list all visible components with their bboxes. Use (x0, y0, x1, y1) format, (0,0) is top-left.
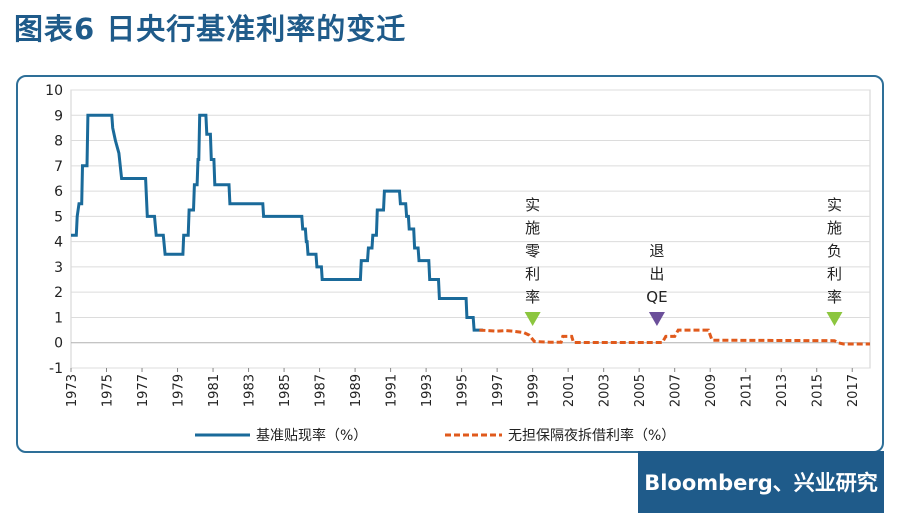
annotation-char: 零 (525, 242, 540, 260)
y-tick-label: 9 (54, 108, 63, 124)
y-tick-label: 5 (54, 209, 63, 225)
annotation-char: 负 (827, 242, 842, 260)
annotation-char: 出 (649, 265, 664, 283)
x-tick-label: 2017 (846, 374, 861, 407)
x-tick-label: 1977 (136, 374, 151, 407)
x-tick-label: 1973 (65, 374, 80, 407)
x-tick-label: 1993 (420, 374, 435, 407)
series-line-discount-rate (71, 113, 483, 332)
annotation-char: 施 (827, 219, 842, 237)
y-tick-label: 6 (54, 184, 63, 200)
annotation-marker (524, 311, 541, 326)
annotation-char: QE (646, 288, 667, 306)
annotation-char: 利 (525, 265, 540, 283)
x-tick-label: 2005 (633, 374, 648, 407)
y-tick-label: 3 (54, 260, 63, 276)
y-tick-label: 0 (54, 336, 63, 352)
legend-call-rate-label: 无担保隔夜拆借利率（%） (508, 427, 675, 444)
series-line-call-rate (479, 328, 870, 346)
x-tick-label: 2013 (775, 374, 790, 407)
x-tick-label: 1985 (278, 374, 293, 407)
annotation-char: 退 (649, 242, 664, 260)
x-tick-label: 1981 (207, 374, 222, 407)
x-tick-label: 1997 (491, 374, 506, 407)
x-tick-label: 1983 (243, 374, 258, 407)
x-tick-label: 1991 (385, 374, 400, 407)
chart-title: 图表6 日央行基准利率的变迁 (14, 12, 407, 46)
annotation-marker (826, 311, 843, 326)
y-tick-label: 4 (54, 235, 63, 251)
x-tick-label: 1987 (314, 374, 329, 407)
x-tick-label: 2015 (811, 374, 826, 407)
y-tick-label: 10 (45, 83, 63, 99)
x-tick-label: 1989 (349, 374, 364, 407)
x-tick-label: 1999 (527, 374, 542, 407)
chart-frame: 10 9 8 7 6 5 4 3 2 1 0 -1 1973 1975 1977 1979 1981 1983 19… (16, 75, 884, 453)
plot-area (70, 89, 871, 369)
y-tick-label: 1 (54, 310, 63, 326)
x-tick-label: 1995 (456, 374, 471, 407)
x-tick-label: 2007 (669, 374, 684, 407)
annotation-char: 利 (827, 265, 842, 283)
annotation-char: 率 (827, 288, 842, 306)
annotation-char: 施 (525, 219, 540, 237)
x-tick-label: 1975 (101, 374, 116, 407)
source-badge: Bloomberg、兴业研究 (638, 451, 884, 513)
annotation-char: 率 (525, 288, 540, 306)
annotation-marker (648, 311, 665, 326)
x-tick-label: 1979 (172, 374, 187, 407)
legend-discount-rate-label: 基准贴现率（%） (256, 427, 367, 444)
annotation-label: 退出 QE (646, 242, 667, 306)
y-tick-label: 7 (54, 159, 63, 175)
annotation-char: 实 (525, 196, 540, 214)
y-tick-label: -1 (49, 361, 63, 377)
annotation-char: 实 (827, 196, 842, 214)
x-tick-label: 2009 (704, 374, 719, 407)
x-tick-label: 2011 (740, 374, 755, 407)
y-tick-label: 2 (54, 285, 63, 301)
x-tick-label: 2003 (598, 374, 613, 407)
y-tick-label: 8 (54, 134, 63, 150)
x-tick-label: 2001 (562, 374, 577, 407)
